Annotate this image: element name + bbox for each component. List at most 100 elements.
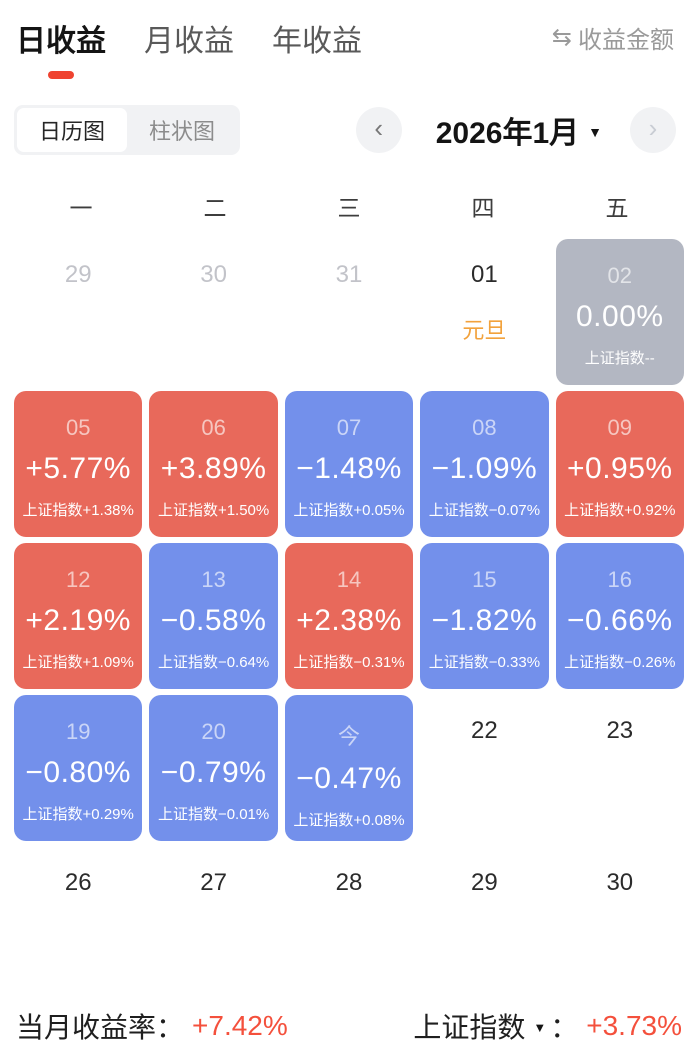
day-return-value: +5.77% — [25, 452, 131, 485]
calendar-day-cell: 31 — [285, 239, 413, 385]
monthly-return-label: 当月收益率： — [16, 1012, 185, 1043]
header: 日收益 月收益 年收益 ⇆ 收益金额 — [0, 0, 698, 79]
weekday-header-row: 一 二 三 四 五 — [0, 189, 698, 223]
profit-amount-toggle-label: 收益金额 — [578, 27, 674, 54]
chart-view-switch: 日历图 柱状图 — [14, 105, 241, 155]
day-index-change: 上证指数−0.64% — [157, 654, 270, 671]
day-index-change: 上证指数−0.31% — [293, 654, 405, 671]
index-colon: ： — [550, 1012, 579, 1043]
calendar-day-cell: 30 — [149, 239, 277, 385]
calendar-day-cell[interactable]: 22 — [420, 695, 548, 841]
day-number: 28 — [335, 869, 363, 896]
day-number: 02 — [607, 263, 633, 288]
month-picker[interactable]: 2026年1月 ▼ — [436, 108, 602, 152]
day-number: 29 — [64, 261, 92, 288]
chevron-left-icon: ‹ — [374, 113, 384, 143]
tab-label: 日收益 — [16, 25, 106, 58]
segment-bar-view[interactable]: 柱状图 — [127, 108, 237, 152]
day-number: 26 — [64, 869, 92, 896]
day-return-value: +3.89% — [160, 452, 267, 485]
next-month-button[interactable]: › — [630, 107, 676, 153]
day-index-change: 上证指数+0.29% — [22, 806, 134, 823]
index-summary[interactable]: 上证指数 ▼ ： +3.73% — [413, 1006, 682, 1046]
segment-label: 柱状图 — [149, 119, 216, 144]
tab-monthly-return[interactable]: 月收益 — [144, 16, 234, 79]
tab-yearly-return[interactable]: 年收益 — [272, 16, 362, 79]
return-calendar-grid: 29 30 31 01 元旦 02 0.00% 上证指数-- 05 +5.77% 上证指数+1.38… — [0, 239, 698, 993]
day-number: 19 — [65, 719, 91, 744]
calendar-day-cell[interactable]: 30 — [556, 847, 684, 993]
tab-daily-return[interactable]: 日收益 — [16, 16, 106, 79]
calendar-day-cell[interactable]: 今 −0.47% 上证指数+0.08% — [284, 695, 414, 841]
calendar-day-cell[interactable]: 26 — [14, 847, 142, 993]
calendar-day-cell[interactable]: 02 0.00% 上证指数-- — [555, 239, 684, 385]
day-number: 30 — [606, 869, 634, 896]
calendar-day-cell[interactable]: 16 −0.66% 上证指数−0.26% — [555, 543, 684, 689]
day-number: 09 — [607, 415, 633, 440]
chevron-right-icon: › — [648, 113, 658, 143]
day-number: 23 — [606, 717, 634, 744]
day-number: 01 — [471, 261, 498, 288]
prev-month-button[interactable]: ‹ — [355, 107, 402, 153]
calendar-day-cell[interactable]: 15 −1.82% 上证指数−0.33% — [420, 543, 549, 689]
calendar-day-cell[interactable]: 12 +2.19% 上证指数+1.09% — [14, 543, 143, 689]
weekday-label: 三 — [337, 195, 361, 221]
day-return-value: −0.47% — [296, 762, 402, 795]
calendar-day-cell[interactable]: 23 — [556, 695, 684, 841]
calendar-day-cell[interactable]: 07 −1.48% 上证指数+0.05% — [284, 391, 414, 537]
day-number: 15 — [472, 567, 497, 592]
day-return-value: −0.66% — [566, 604, 673, 637]
day-return-value: −0.79% — [160, 756, 267, 789]
active-tab-indicator — [48, 71, 74, 79]
calendar-day-cell[interactable]: 28 — [285, 847, 413, 993]
day-number: 12 — [65, 567, 91, 592]
day-return-value: +2.19% — [25, 604, 131, 637]
month-navigation: ‹ 2026年1月 ▼ › — [355, 107, 676, 153]
day-return-value: −0.58% — [160, 604, 267, 637]
calendar-day-cell[interactable]: 08 −1.09% 上证指数−0.07% — [420, 391, 549, 537]
day-number: 16 — [607, 567, 633, 592]
holiday-label: 元旦 — [462, 318, 507, 343]
day-index-change: 上证指数+0.05% — [293, 502, 405, 519]
day-index-change: 上证指数+1.09% — [22, 654, 134, 671]
toolbar: 日历图 柱状图 ‹ 2026年1月 ▼ › — [0, 105, 698, 155]
calendar-day-cell[interactable]: 19 −0.80% 上证指数+0.29% — [14, 695, 143, 841]
calendar-day-cell[interactable]: 14 +2.38% 上证指数−0.31% — [284, 543, 414, 689]
day-number: 22 — [471, 717, 498, 744]
swap-icon: ⇆ — [551, 23, 572, 51]
weekday-label: 四 — [471, 195, 495, 221]
month-title: 2026年1月 — [435, 117, 580, 150]
monthly-return-summary: 当月收益率： +7.42% — [16, 1006, 288, 1046]
day-index-change: 上证指数−0.01% — [157, 806, 270, 823]
calendar-day-cell[interactable]: 01 元旦 — [420, 239, 548, 385]
day-index-change: 上证指数−0.33% — [428, 654, 541, 671]
day-number: 29 — [471, 869, 498, 896]
day-index-change: 上证指数−0.07% — [428, 502, 541, 519]
calendar-day-cell[interactable]: 06 +3.89% 上证指数+1.50% — [149, 391, 278, 537]
day-number: 07 — [336, 415, 362, 440]
calendar-day-cell[interactable]: 05 +5.77% 上证指数+1.38% — [14, 391, 143, 537]
segment-calendar-view[interactable]: 日历图 — [17, 108, 128, 152]
weekday-label: 一 — [69, 195, 93, 221]
caret-down-icon: ▼ — [533, 1019, 547, 1035]
day-return-value: −1.82% — [431, 604, 538, 637]
day-return-value: −1.48% — [296, 452, 402, 485]
weekday-label: 二 — [203, 195, 227, 221]
calendar-day-cell[interactable]: 29 — [420, 847, 548, 993]
calendar-day-cell[interactable]: 27 — [149, 847, 277, 993]
day-index-change: 上证指数+1.50% — [157, 502, 270, 519]
day-return-value: +2.38% — [296, 604, 402, 637]
calendar-day-cell[interactable]: 09 +0.95% 上证指数+0.92% — [555, 391, 684, 537]
return-period-tabs: 日收益 月收益 年收益 — [16, 16, 362, 79]
calendar-day-cell[interactable]: 20 −0.79% 上证指数−0.01% — [149, 695, 278, 841]
calendar-day-cell: 29 — [14, 239, 142, 385]
day-number: 30 — [200, 261, 227, 288]
month-summary-bar: 当月收益率： +7.42% 上证指数 ▼ ： +3.73% — [0, 1006, 698, 1062]
day-number: 今 — [337, 724, 360, 749]
day-index-change: 上证指数+0.08% — [293, 812, 405, 829]
day-index-change: 上证指数+1.38% — [22, 502, 134, 519]
monthly-return-value: +7.42% — [192, 1010, 288, 1041]
day-number: 13 — [201, 567, 226, 592]
calendar-day-cell[interactable]: 13 −0.58% 上证指数−0.64% — [149, 543, 278, 689]
profit-amount-toggle[interactable]: ⇆ 收益金额 — [552, 20, 674, 55]
